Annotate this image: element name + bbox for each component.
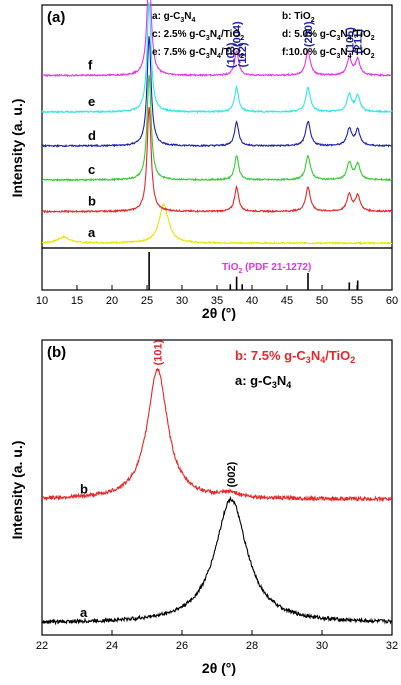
panel-a-curves	[41, 0, 393, 246]
x-tick-label: 50	[316, 295, 328, 307]
legend-a-entry-d: d: 5.0% g-C3N4/TiO2	[282, 29, 375, 42]
series-f-label: f	[88, 57, 93, 72]
x-tick-label: 55	[351, 295, 363, 307]
hkl-label: (211)	[353, 28, 365, 53]
series-d-line	[41, 36, 393, 148]
hkl-label: (004)	[232, 21, 244, 47]
series-b-label: b	[88, 194, 96, 209]
series-b-line	[41, 106, 393, 214]
series-a-line	[41, 495, 393, 626]
panel-b-curve-labels: ba	[80, 481, 88, 620]
series-a-line	[41, 203, 393, 246]
panel-a-curve-labels: a b c d e f	[88, 57, 96, 240]
x-tick-label: 26	[176, 640, 188, 652]
x-tick-label: 10	[36, 295, 48, 307]
legend-a-entry-f: f:10.0% g-C3N4/TiO2	[282, 47, 375, 60]
x-tick-label: 25	[141, 295, 153, 307]
panel-a-x-ticks: 10 15 20 25 30 35 40 45 50 55 60	[36, 285, 398, 307]
x-tick-label: 28	[246, 640, 258, 652]
legend-a-entry-c: c: 2.5% g-C3N4/TiO2	[152, 29, 244, 42]
legend-a-entry-b: b: TiO2	[282, 11, 315, 24]
x-tick-label: 30	[316, 640, 328, 652]
panel-b-x-axis-title: 2θ (°)	[202, 660, 236, 676]
hkl-label: (105)	[344, 27, 356, 53]
panel-b-curves	[41, 367, 393, 626]
x-tick-label: 24	[106, 640, 118, 652]
x-tick-label: 60	[386, 295, 398, 307]
panel-b-legend: b: 7.5% g-C3N4/TiO2 a: g-C3N4	[235, 348, 355, 390]
hkl-label: (200)	[303, 21, 315, 47]
x-tick-label: 45	[281, 295, 293, 307]
panel-a-y-axis-title: Intensity (a. u.)	[9, 99, 25, 198]
x-tick-label: 40	[246, 295, 258, 307]
series-e-label: e	[88, 94, 95, 109]
series-e-line	[41, 1, 393, 114]
hkl-label: (101)	[153, 339, 165, 365]
x-tick-label: 32	[386, 640, 398, 652]
panel-a-label: (a)	[47, 9, 65, 26]
x-tick-label: 20	[106, 295, 118, 307]
panel-b-x-ticks: 22 24 26 28 30 32	[36, 630, 398, 652]
legend-a-entry-e: e: 7.5% g-C3N4/TiO2	[152, 47, 244, 60]
legend-b-entry-b: b: 7.5% g-C3N4/TiO2	[235, 348, 355, 365]
legend-a-entry-a: a: g-C3N4	[152, 11, 195, 24]
x-tick-label: 35	[211, 295, 223, 307]
panel-b-hkl-labels: (101) (002)	[153, 339, 239, 487]
series-a-label: a	[80, 605, 88, 620]
panel-b-frame	[41, 339, 393, 636]
hkl-label: (103)	[225, 42, 237, 68]
series-c-line	[41, 74, 393, 182]
panel-a-reference-lines	[148, 252, 359, 290]
x-tick-label: 22	[36, 640, 48, 652]
series-f-line	[41, 0, 393, 78]
series-a-label: a	[88, 225, 96, 240]
panel-a-reference-frame	[41, 247, 393, 291]
reference-label: TiO2 (PDF 21-1272)	[222, 262, 311, 275]
legend-b-entry-a: a: g-C3N4	[235, 373, 291, 390]
series-d-label: d	[88, 128, 96, 143]
panel-a-hkl-labels: (101)(103)(004)(112)(200)(105)(211)	[225, 21, 365, 68]
hkl-label: (112)	[237, 42, 249, 67]
panel-b: ba (101)(002) 22 24 26 28 30 32 (b) b: 7.5% g…	[9, 339, 398, 676]
hkl-label: (002)	[226, 461, 238, 487]
x-tick-label: 30	[176, 295, 188, 307]
panel-b-y-axis-title: Intensity (a. u.)	[9, 441, 25, 540]
panel-b-label: (b)	[47, 344, 66, 361]
panel-a-x-axis-title: 2θ (°)	[202, 305, 236, 321]
series-b-line	[41, 367, 393, 503]
panel-a-legend: a: g-C3N4 b: TiO2 c: 2.5% g-C3N4/TiO2 d:…	[152, 11, 375, 60]
series-b-label: b	[80, 481, 88, 496]
x-tick-label: 15	[71, 295, 83, 307]
series-c-label: c	[88, 162, 95, 177]
